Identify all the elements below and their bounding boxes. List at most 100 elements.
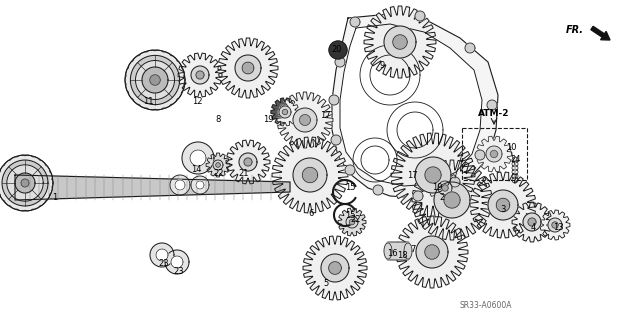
Polygon shape	[15, 173, 35, 193]
Polygon shape	[444, 192, 460, 208]
Polygon shape	[416, 236, 448, 268]
Polygon shape	[321, 254, 349, 282]
Polygon shape	[196, 71, 204, 79]
Text: 15: 15	[345, 183, 355, 192]
Polygon shape	[338, 208, 366, 236]
Polygon shape	[476, 136, 512, 172]
Polygon shape	[396, 216, 468, 288]
Polygon shape	[125, 50, 185, 110]
Circle shape	[465, 43, 475, 53]
Polygon shape	[523, 213, 541, 231]
Polygon shape	[512, 202, 552, 242]
Polygon shape	[349, 219, 355, 225]
Polygon shape	[165, 250, 189, 274]
Text: 16: 16	[387, 249, 397, 258]
Polygon shape	[496, 198, 509, 212]
FancyArrow shape	[591, 26, 610, 40]
Text: SR33-A0600A: SR33-A0600A	[460, 300, 513, 309]
Circle shape	[475, 150, 485, 160]
Circle shape	[329, 95, 339, 105]
Polygon shape	[393, 35, 407, 49]
Polygon shape	[175, 180, 185, 190]
Polygon shape	[196, 181, 204, 189]
Text: 17: 17	[406, 172, 417, 181]
Text: 12: 12	[192, 98, 202, 107]
Polygon shape	[442, 185, 448, 191]
Text: 14: 14	[191, 166, 201, 174]
Circle shape	[415, 11, 425, 21]
Polygon shape	[218, 38, 278, 98]
Polygon shape	[300, 115, 310, 125]
Polygon shape	[170, 175, 190, 195]
Polygon shape	[235, 55, 261, 81]
Polygon shape	[302, 167, 317, 183]
Text: ATM-2: ATM-2	[478, 109, 509, 118]
Polygon shape	[2, 160, 48, 206]
Text: 10: 10	[506, 144, 516, 152]
Text: 17: 17	[320, 112, 330, 121]
Polygon shape	[384, 26, 416, 58]
Polygon shape	[293, 158, 327, 192]
Polygon shape	[142, 67, 168, 93]
Polygon shape	[191, 66, 209, 84]
Polygon shape	[429, 172, 461, 204]
Polygon shape	[178, 53, 222, 97]
Text: 4: 4	[531, 224, 536, 233]
Text: 23: 23	[159, 259, 170, 269]
Polygon shape	[279, 106, 291, 118]
Polygon shape	[415, 157, 451, 193]
Circle shape	[335, 57, 345, 67]
Text: 21: 21	[239, 169, 249, 179]
Polygon shape	[242, 62, 254, 74]
Polygon shape	[434, 182, 470, 218]
Circle shape	[373, 185, 383, 195]
Polygon shape	[470, 172, 536, 238]
Polygon shape	[364, 6, 436, 78]
Polygon shape	[213, 160, 223, 170]
Circle shape	[345, 165, 355, 175]
Text: 19: 19	[263, 115, 273, 124]
Polygon shape	[346, 216, 358, 228]
Polygon shape	[156, 249, 168, 261]
Polygon shape	[391, 133, 475, 217]
Polygon shape	[191, 176, 209, 194]
Circle shape	[487, 100, 497, 110]
Text: 2: 2	[440, 194, 445, 203]
Text: 22: 22	[351, 216, 361, 225]
Polygon shape	[528, 218, 536, 226]
Polygon shape	[244, 158, 252, 166]
Text: 9: 9	[380, 61, 385, 70]
Polygon shape	[548, 218, 562, 232]
Text: 1: 1	[52, 194, 58, 203]
Text: FR.: FR.	[566, 25, 584, 35]
Polygon shape	[0, 155, 53, 211]
Text: 23: 23	[173, 268, 184, 277]
Polygon shape	[293, 108, 317, 132]
Circle shape	[21, 179, 29, 187]
Text: 19: 19	[432, 182, 442, 191]
Polygon shape	[329, 262, 341, 274]
Circle shape	[350, 17, 360, 27]
Polygon shape	[226, 140, 270, 184]
Circle shape	[329, 41, 347, 59]
Polygon shape	[486, 146, 502, 162]
Text: 3: 3	[500, 205, 506, 214]
Polygon shape	[136, 61, 175, 100]
Polygon shape	[425, 245, 439, 259]
Polygon shape	[282, 109, 288, 115]
Text: 6: 6	[308, 210, 314, 219]
Polygon shape	[552, 222, 558, 228]
Polygon shape	[540, 210, 570, 240]
FancyBboxPatch shape	[387, 242, 409, 260]
Polygon shape	[216, 163, 220, 167]
Circle shape	[413, 191, 423, 201]
Text: 20: 20	[332, 46, 342, 55]
Polygon shape	[438, 181, 452, 195]
Polygon shape	[425, 167, 441, 183]
Text: 11: 11	[143, 98, 153, 107]
Text: 15: 15	[345, 211, 355, 219]
Text: 5: 5	[323, 279, 328, 288]
Polygon shape	[340, 24, 482, 186]
Polygon shape	[490, 150, 498, 158]
Polygon shape	[272, 137, 348, 213]
